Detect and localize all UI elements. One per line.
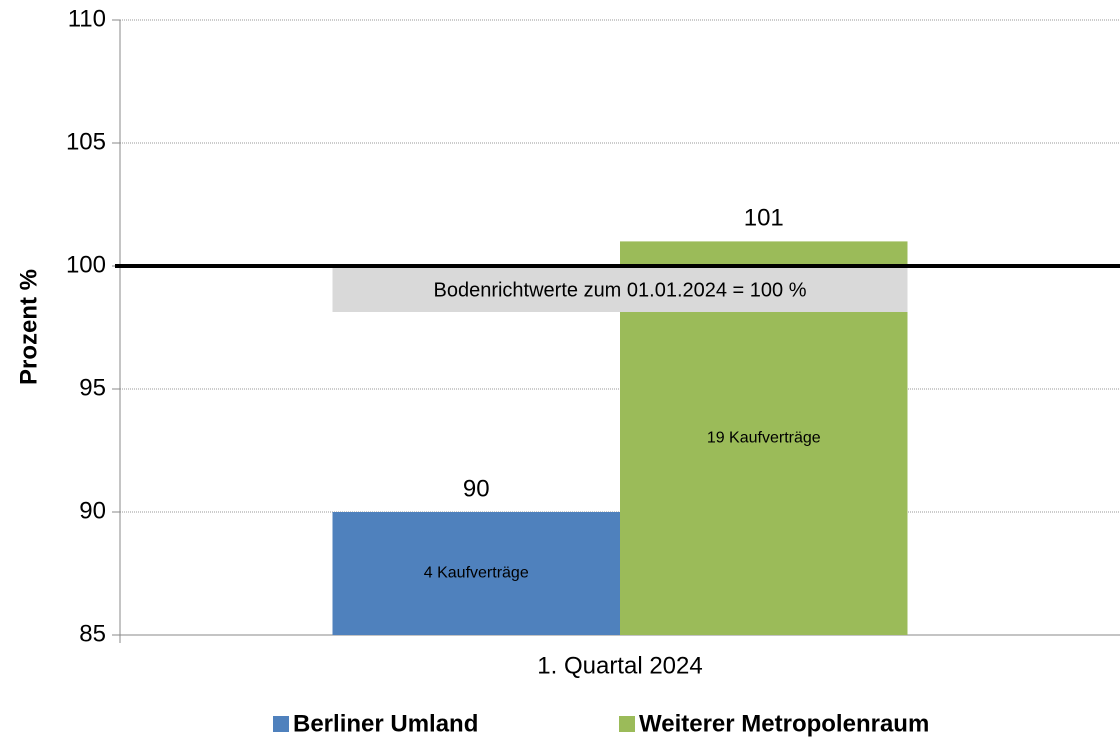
annotation: Bodenrichtwerte zum 01.01.2024 = 100 % — [433, 279, 806, 301]
y-tick-label: 95 — [79, 374, 106, 401]
y-axis-label: Prozent % — [15, 269, 42, 385]
legend-label: Berliner Umland — [293, 710, 478, 737]
legend-label: Weiterer Metropolenraum — [639, 710, 929, 737]
y-tick-label: 85 — [79, 620, 106, 647]
y-tick-label: 105 — [66, 128, 106, 155]
y-tick-label: 90 — [79, 497, 106, 524]
data-label: 90 — [463, 475, 490, 502]
data-label: 101 — [744, 205, 784, 232]
y-tick-label: 100 — [66, 251, 106, 278]
bar — [332, 512, 620, 635]
y-tick-label: 110 — [68, 5, 106, 32]
annotation-box — [332, 268, 908, 312]
bar-label: 4 Kaufverträge — [424, 565, 529, 582]
bar-label: 19 Kaufverträge — [707, 429, 821, 446]
legend-swatch — [273, 716, 289, 732]
x-tick-label: 1. Quartal 2024 — [537, 652, 702, 679]
legend-swatch — [619, 716, 635, 732]
